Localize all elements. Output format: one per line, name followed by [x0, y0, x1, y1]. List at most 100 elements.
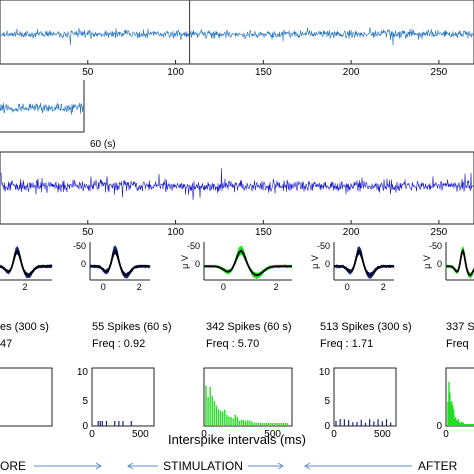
waveform-trace [203, 248, 293, 277]
raw-trace-before-tick-label: 100 [167, 67, 184, 78]
raw-trace-stimulation-line [0, 102, 84, 115]
isi-y-tick: 5 [324, 396, 330, 407]
isi-frame [91, 367, 155, 427]
waveform-trace [203, 247, 293, 277]
raw-trace-before-tick-label: 150 [255, 67, 272, 78]
phase-after-label: AFTER [418, 459, 458, 473]
waveform-trace [203, 250, 293, 275]
isi-y-tick: 0 [436, 421, 442, 432]
waveform-mean [446, 248, 474, 277]
raw-trace-before-tick-label: 200 [343, 67, 360, 78]
waveform-x-tick: 0 [221, 282, 226, 292]
waveform-trace [203, 245, 293, 278]
waveform-spike-count: 55 Spikes (60 s) [92, 321, 171, 333]
waveform-y-label: μ V [310, 255, 320, 269]
isi-frame [333, 367, 397, 427]
phase-after-arrowhead [304, 462, 311, 470]
waveform-x-tick: 2 [137, 282, 142, 292]
waveform-panel-3: -50 0 μ V 0 2 342 Spikes (60 s) Freq : 5.70 [180, 241, 293, 350]
waveform-x-tick: 2 [274, 282, 279, 292]
isi-x-tick: 500 [132, 429, 149, 440]
raw-trace-before-x-ticks: 50 100 150 200 250 [82, 60, 448, 78]
isi-histogram-4: 0 5 10 0 500 [319, 367, 397, 440]
isi-frame [203, 367, 293, 427]
waveform-x-tick: 2 [22, 282, 27, 292]
raw-trace-after-signal [0, 168, 474, 200]
waveform-y-tick: -50 [317, 241, 330, 251]
phase-stim-right-arrowhead [277, 462, 284, 470]
isi-frame [0, 367, 53, 427]
isi-y-tick: 0 [82, 421, 88, 432]
waveform-y-tick: 0 [195, 259, 200, 269]
waveform-x-tick: 0 [345, 282, 350, 292]
phase-band: ORE STIMULATION AFTER [0, 459, 458, 473]
raw-trace-after-panel: 50 100 150 200 250 [0, 151, 474, 238]
raw-trace-after-line [0, 168, 474, 200]
waveform-mean [0, 249, 52, 277]
isi-histogram-2: 0 5 10 0 500 [77, 367, 155, 440]
waveform-panel-1: 2 es (300 s) 47 [0, 245, 53, 350]
waveform-trace [203, 247, 293, 278]
raw-trace-after-tick-label: 100 [167, 227, 184, 238]
waveform-y-tick: -50 [429, 241, 442, 251]
waveform-frequency: Freq : 5.70 [206, 338, 259, 350]
waveform-mean [204, 249, 292, 277]
isi-x-tick: 0 [443, 429, 449, 440]
isi-y-tick: 0 [324, 421, 330, 432]
raw-trace-after-tick-label: 150 [255, 227, 272, 238]
waveform-trace [89, 245, 151, 278]
raw-trace-after-x-ticks: 50 100 150 200 250 [82, 220, 448, 238]
raw-trace-stimulation-signal [0, 102, 84, 115]
raw-trace-stimulation-panel: 60 (s) [0, 80, 116, 150]
waveform-frequency: Freq : 0.92 [92, 338, 145, 350]
spike-waveform-panels: 2 es (300 s) 47 -50 0 0 2 55 Spikes (60 s) Freq … [0, 241, 474, 350]
isi-x-tick: 0 [331, 429, 337, 440]
waveform-y-tick: 0 [325, 259, 330, 269]
waveform-y-tick: -50 [187, 241, 200, 251]
raw-trace-stim-end-tick: 60 (s) [90, 139, 116, 150]
waveform-trace [203, 245, 293, 279]
isi-histogram-1 [0, 367, 53, 427]
waveform-y-label: μ V [180, 255, 190, 269]
waveform-x-tick: 2 [381, 282, 386, 292]
isi-y-tick: 5 [82, 396, 88, 407]
waveform-spike-count: es (300 s) [0, 321, 49, 333]
raw-trace-before-tick-label: 250 [431, 67, 448, 78]
phase-stimulation-label: STIMULATION [163, 459, 243, 473]
waveform-trace [203, 248, 293, 276]
waveform-trace [203, 249, 293, 276]
waveform-x-tick: 0 [101, 282, 106, 292]
isi-histogram-5: 00 [436, 367, 474, 440]
waveform-frequency: Freq [446, 338, 469, 350]
waveform-trace [203, 246, 293, 279]
raw-trace-before-signal [0, 0, 474, 64]
isi-y-tick: 10 [77, 367, 89, 378]
waveform-spike-count: 337 S [446, 321, 474, 333]
waveform-panel-2: -50 0 0 2 55 Spikes (60 s) Freq : 0.92 [73, 241, 172, 350]
phase-before-label: ORE [0, 459, 26, 473]
waveform-frequency: 47 [0, 338, 12, 350]
waveform-frequency: Freq : 1.71 [320, 338, 373, 350]
isi-x-axis-label: Interspike intervals (ms) [168, 432, 306, 447]
raw-trace-before-panel: 50 100 150 200 250 [0, 0, 474, 78]
isi-y-tick: 10 [319, 367, 331, 378]
raw-trace-after-frame [0, 151, 474, 225]
waveform-mean [334, 249, 394, 277]
isi-x-tick: 500 [374, 429, 391, 440]
waveform-y-label: μ V [422, 255, 432, 269]
waveform-y-tick: -50 [73, 241, 86, 251]
waveform-y-tick: 0 [437, 259, 442, 269]
isi-histogram-3: 0 500 [201, 367, 293, 440]
raw-trace-before-line [0, 27, 474, 46]
raw-trace-after-tick-label: 250 [431, 227, 448, 238]
isi-x-tick: 0 [89, 429, 95, 440]
waveform-spike-count: 342 Spikes (60 s) [206, 321, 292, 333]
waveform-panel-5: -50 0 μ V 337 S Freq [422, 241, 474, 350]
raw-trace-before-frame [0, 0, 474, 65]
waveform-mean [90, 249, 150, 277]
waveform-trace [203, 246, 293, 278]
phase-stim-left-arrowhead [127, 462, 134, 470]
waveform-panel-4: -50 0 μ V 0 2 513 Spikes (300 s) Freq : 1.71 [310, 241, 412, 350]
